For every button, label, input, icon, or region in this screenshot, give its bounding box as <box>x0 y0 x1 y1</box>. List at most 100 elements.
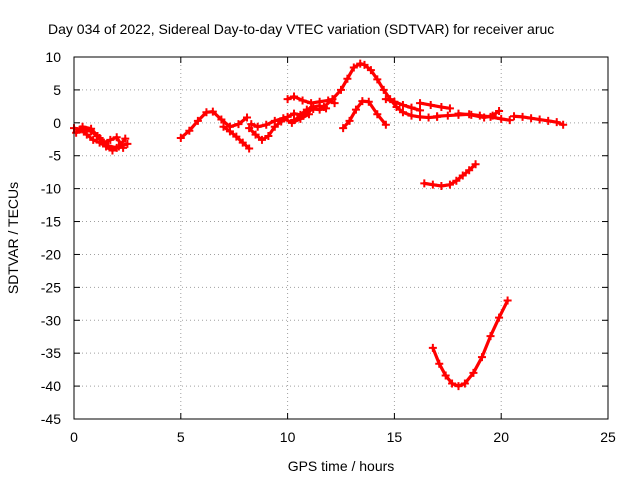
data-point-marker <box>78 122 87 131</box>
series-arc-8 <box>319 59 442 122</box>
data-point-marker <box>454 382 463 391</box>
data-point-marker <box>253 122 262 131</box>
data-point-marker <box>72 128 81 137</box>
data-point-marker <box>445 180 454 189</box>
data-point-marker <box>208 107 217 116</box>
data-point-marker <box>527 114 536 123</box>
data-point-marker <box>433 112 442 121</box>
data-point-marker <box>356 59 365 68</box>
series-arc-1c <box>78 122 128 152</box>
data-point-marker <box>495 313 504 322</box>
data-point-marker <box>552 118 561 127</box>
data-point-marker <box>119 143 128 152</box>
data-point-marker <box>428 180 437 189</box>
data-point-marker <box>535 115 544 124</box>
data-point-marker <box>398 108 407 117</box>
x-tick-label: 5 <box>177 429 185 445</box>
y-tick-label: 10 <box>45 49 61 65</box>
data-point-marker <box>559 120 568 129</box>
series-arc-5 <box>247 110 313 131</box>
data-point-marker <box>351 105 360 114</box>
data-point-marker <box>262 120 271 129</box>
data-point-marker <box>471 160 480 169</box>
data-point-marker <box>435 359 444 368</box>
data-point-marker <box>232 132 241 141</box>
data-point-marker <box>315 105 324 114</box>
y-tick-label: -25 <box>41 279 61 295</box>
data-point-marker <box>477 353 486 362</box>
data-point-marker <box>245 144 254 153</box>
x-tick-label: 20 <box>493 429 509 445</box>
data-point-marker <box>283 95 292 104</box>
data-point-marker <box>290 116 299 125</box>
data-point-marker <box>428 343 437 352</box>
data-point-marker <box>337 85 345 94</box>
series-arc-16 <box>510 112 568 129</box>
data-point-marker <box>364 97 373 106</box>
data-point-marker <box>441 371 450 380</box>
x-tick-label: 0 <box>70 429 78 445</box>
x-axis-title: GPS time / hours <box>288 458 395 474</box>
series-arc-7 <box>290 104 331 125</box>
data-point-marker <box>87 124 96 133</box>
data-point-marker <box>467 110 476 119</box>
data-point-marker <box>89 135 98 144</box>
data-point-marker <box>243 113 252 122</box>
y-tick-label: -45 <box>41 411 61 427</box>
data-point-marker <box>343 74 352 83</box>
data-point-marker <box>307 99 316 108</box>
data-point-marker <box>465 166 474 175</box>
series-arc-2 <box>176 107 252 142</box>
data-series <box>70 59 568 391</box>
series-arc-3 <box>219 122 254 153</box>
data-point-marker <box>407 103 416 112</box>
data-point-marker <box>106 135 115 144</box>
x-tick-label: 15 <box>387 429 403 445</box>
data-point-marker <box>458 171 467 180</box>
series-trace <box>418 101 452 110</box>
data-point-marker <box>420 179 429 188</box>
y-tick-label: 0 <box>53 115 61 131</box>
y-tick-label: -35 <box>41 345 61 361</box>
data-point-marker <box>495 106 504 115</box>
data-point-marker <box>488 111 497 120</box>
y-axis-title: SDTVAR / TECUs <box>5 182 21 294</box>
data-point-marker <box>93 131 102 140</box>
data-point-marker <box>448 379 457 388</box>
data-point-marker <box>217 115 226 124</box>
data-point-marker <box>437 103 446 112</box>
data-point-marker <box>349 63 358 72</box>
data-point-marker <box>279 114 288 123</box>
y-tick-label: 5 <box>53 82 61 98</box>
x-tick-label: 10 <box>280 429 296 445</box>
data-point-marker <box>290 92 299 101</box>
data-point-marker <box>257 135 266 144</box>
data-point-marker <box>437 182 446 191</box>
data-point-marker <box>99 138 108 147</box>
y-tick-label: -10 <box>41 181 61 197</box>
data-point-marker <box>302 108 311 117</box>
data-point-marker <box>238 138 247 147</box>
data-point-marker <box>339 124 348 133</box>
data-point-marker <box>176 133 185 142</box>
data-point-marker <box>251 130 260 139</box>
y-tick-label: -5 <box>49 148 62 164</box>
data-point-marker <box>315 97 324 106</box>
data-point-marker <box>452 176 461 185</box>
data-point-marker <box>424 113 433 122</box>
data-point-marker <box>416 106 425 115</box>
data-point-marker <box>121 134 130 143</box>
data-point-marker <box>360 60 369 69</box>
data-point-marker <box>426 101 435 110</box>
data-point-marker <box>460 379 469 388</box>
data-point-marker <box>247 120 256 129</box>
data-point-marker <box>503 296 512 305</box>
series-arc-15 <box>428 296 512 391</box>
data-point-marker <box>328 95 337 104</box>
x-tick-label: 25 <box>600 429 616 445</box>
chart-title: Day 034 of 2022, Sidereal Day-to-day VTE… <box>48 21 554 37</box>
series-arc-14 <box>420 160 480 191</box>
y-tick-label: -15 <box>41 214 61 230</box>
